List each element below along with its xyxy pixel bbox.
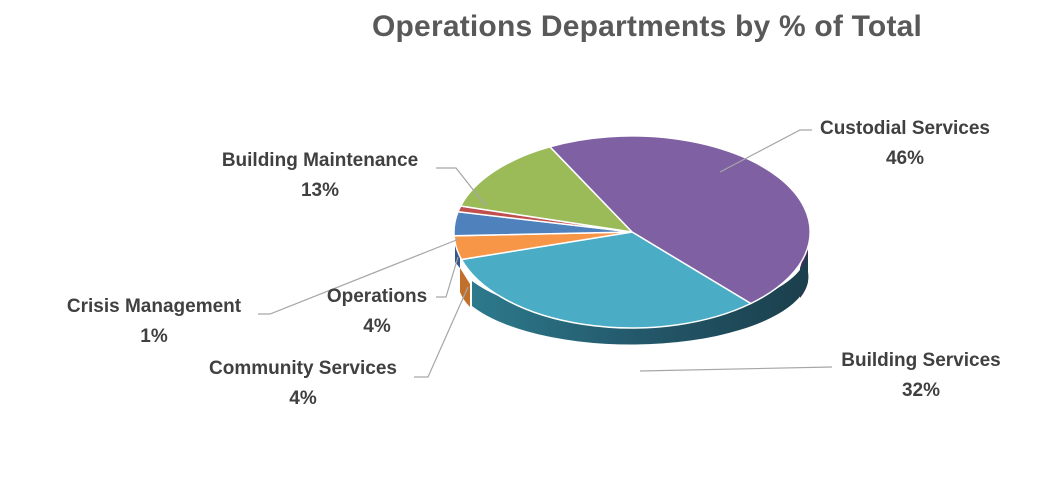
leader-line-building-maintenance	[436, 167, 487, 207]
label-crisis-management: Crisis Management 1%	[52, 292, 256, 352]
pie-slice-building-maintenance	[459, 145, 635, 234]
leader-line-community-services	[414, 286, 469, 378]
label-percent: 4%	[289, 388, 317, 409]
label-percent: 1%	[140, 326, 168, 347]
label-name: Crisis Management	[66, 296, 242, 317]
label-name: Building Maintenance	[221, 150, 419, 171]
pie-side-building-services	[472, 252, 808, 345]
label-percent: 4%	[363, 316, 391, 337]
leader-line-building-services	[639, 366, 833, 372]
label-building-services: Building Services 32%	[832, 346, 1010, 406]
label-name: Building Services	[841, 350, 1001, 371]
leader-line-crisis-management	[258, 238, 460, 315]
label-operations: Operations 4%	[316, 282, 438, 342]
label-name: Community Services	[209, 358, 397, 379]
label-percent: 13%	[300, 180, 340, 201]
pie-side-community-services	[460, 268, 470, 307]
label-percent: 46%	[885, 148, 925, 169]
label-community-services: Community Services 4%	[195, 354, 411, 414]
label-name: Operations	[326, 286, 428, 307]
leader-line-custodial-services	[719, 129, 812, 173]
label-building-maintenance: Building Maintenance 13%	[202, 146, 438, 206]
pie-slice-building-services	[460, 231, 753, 329]
leader-line-operations	[436, 256, 459, 298]
label-name: Custodial Services	[819, 118, 991, 139]
label-custodial-services: Custodial Services 46%	[810, 114, 1000, 174]
pie-slice-custodial-services	[548, 135, 811, 305]
chart-title: Operations Departments by % of Total	[372, 10, 923, 43]
label-percent: 32%	[901, 380, 941, 401]
